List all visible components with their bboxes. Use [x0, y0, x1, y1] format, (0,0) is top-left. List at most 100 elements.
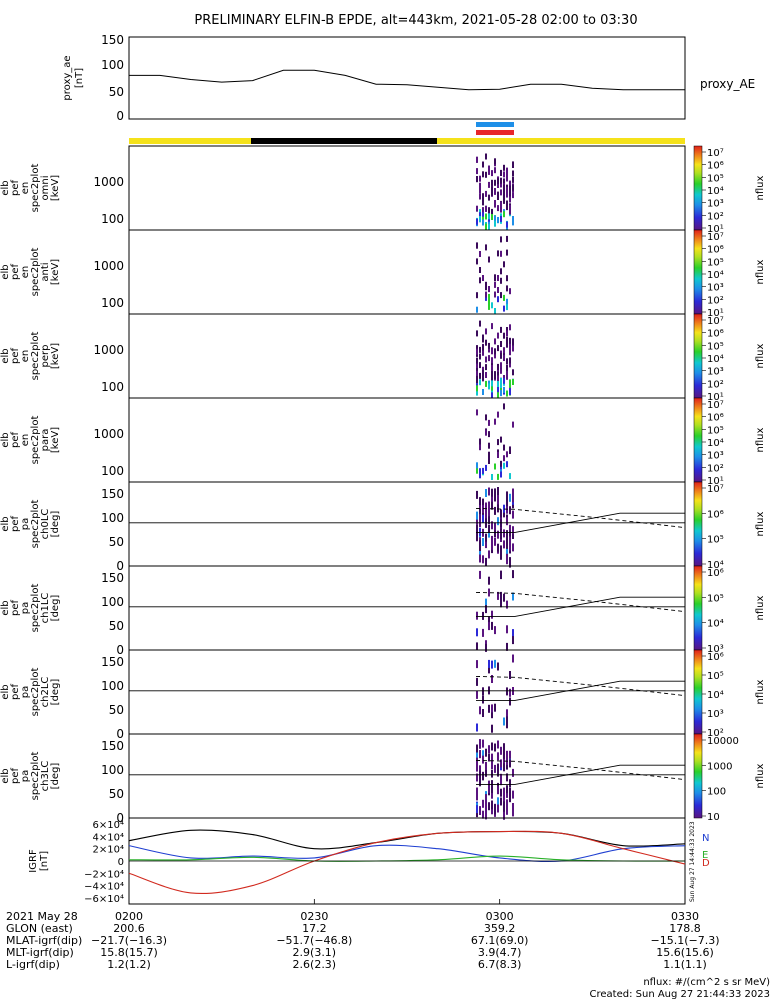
spectrogram-pixel [503, 717, 505, 726]
spectrogram-pixel [488, 704, 490, 713]
ae-ylabel-line2: [nT] [74, 68, 85, 88]
spectrogram-pixel [476, 345, 478, 352]
units-note: nflux: #/(cm^2 s sr MeV) [643, 977, 770, 988]
spectrogram-pixel [509, 208, 511, 215]
spectrogram-pixel [512, 510, 514, 519]
en_perp-ylabel-line6: [keV] [50, 343, 61, 369]
panel-en-anti: 1000 100 elb pef en spec2plot anti [keV] [0, 229, 686, 315]
ae-ytick-150: 150 [101, 33, 124, 47]
colorbar-para-tick-0: 10⁷ [707, 400, 724, 411]
en_anti-ylabel-line5: anti [40, 262, 51, 281]
spectrogram-pixel [476, 330, 478, 337]
spectrogram-pixel [488, 550, 490, 559]
spectrogram-pixel [482, 369, 484, 376]
proxy-ae-line [129, 69, 685, 91]
spectrogram-pixel [503, 171, 505, 178]
spectrogram-pixel [503, 444, 505, 451]
pa_ch3-ylabel-line1: elb [0, 768, 11, 783]
spectrogram-pixel [506, 451, 508, 458]
spectrogram-pixel [491, 384, 493, 391]
pa_ch1-ylabel-line1: elb [0, 600, 11, 615]
spectrogram-pixel [488, 383, 490, 390]
spectrogram-pixel [494, 806, 496, 815]
spectrogram-pixel [485, 328, 487, 335]
spectrogram-pixel [500, 341, 502, 347]
spectrogram-pixel [479, 527, 481, 536]
spectrogram-pixel [482, 611, 484, 620]
igrf-ytick-6: −6×10⁴ [84, 894, 124, 905]
spectrogram-pixel [494, 291, 496, 298]
colorbar-ch2-tick-2: 10⁴ [707, 690, 724, 701]
pa_ch0-ytick-100: 100 [101, 511, 124, 525]
panel-pa-ch1: elb pef pa spec2plot ch1LC [deg] 150 100 50 0 [0, 565, 686, 657]
spectrogram-pixel [503, 540, 505, 549]
spectrogram-pixel [500, 519, 502, 528]
spectrogram-pixel [506, 540, 508, 549]
spectrogram-pixel [494, 200, 496, 207]
ae-ytick-50: 50 [109, 85, 124, 99]
spectrogram-pixel [497, 543, 499, 552]
spectrogram-pixel [479, 438, 481, 445]
ch1-spectrogram-pixels [476, 570, 514, 652]
spectrogram-pixel [488, 223, 490, 230]
spectrogram-pixel [485, 380, 487, 387]
spectrogram-pixel [494, 275, 496, 282]
spectrogram-pixel [500, 292, 502, 299]
spectrogram-pixel [488, 342, 490, 349]
en_anti-ylabel-line3: en [20, 266, 31, 279]
spectrogram-pixel [491, 474, 493, 480]
igrf-ytick-1: 4×10⁴ [93, 832, 124, 843]
spectrogram-pixel [506, 785, 508, 794]
colorbar-ch0-tick-2: 10⁵ [707, 535, 724, 546]
spectrogram-pixel [500, 591, 502, 600]
spectrogram-pixel [479, 807, 481, 815]
spectrogram-pixel [503, 305, 505, 312]
spectrogram-pixel [497, 504, 499, 513]
spectrogram-pixel [500, 436, 502, 443]
spectrogram-pixel [476, 524, 478, 533]
spectrogram-pixel [479, 514, 481, 523]
spectrogram-pixel [512, 488, 514, 497]
orbit-status-bars [129, 122, 685, 144]
spectrogram-pixel [476, 306, 478, 313]
spectrogram-pixel [512, 570, 514, 579]
spectrogram-pixel [476, 176, 478, 182]
spectrogram-pixel [476, 370, 478, 377]
spectrogram-pixel [512, 176, 514, 183]
spectrogram-pixel [485, 429, 487, 436]
colorbar-para-tick-4: 10³ [707, 451, 724, 462]
en_anti-ylabel-line1: elb [0, 264, 11, 279]
spectrogram-pixel [476, 348, 478, 355]
spectrogram-pixel [494, 522, 496, 531]
spectrogram-pixel [482, 199, 484, 206]
ae-ylabel-line1: proxy_ae [62, 55, 73, 100]
spectrogram-pixel [482, 687, 484, 696]
pa_ch1-ylabel-line5: ch1LC [40, 593, 51, 624]
colorbar-para-tick-1: 10⁶ [707, 413, 724, 424]
spectrogram-pixel [488, 346, 490, 353]
igrf-ytick-2: 2×10⁴ [93, 845, 124, 856]
spectrogram-pixel [482, 628, 484, 637]
spectrogram-pixel [482, 739, 484, 748]
spectrogram-pixel [476, 389, 478, 396]
spectrogram-pixel [482, 334, 484, 341]
en_perp-ylabel-line5: perp [40, 345, 51, 368]
spectrogram-pixel [479, 212, 481, 219]
spectrogram-pixel [506, 304, 508, 311]
spectrogram-pixel [482, 171, 484, 178]
spectrogram-pixel [497, 786, 499, 795]
spectrogram-pixel [503, 294, 505, 301]
spectrogram-pixel [503, 190, 505, 197]
spectrogram-pixel [503, 787, 505, 796]
spectrogram-pixel [494, 529, 496, 538]
spectrogram-pixel [491, 801, 493, 810]
spectrogram-pixel [506, 491, 508, 500]
footer-value-2-3: −15.1(−7.3) [650, 934, 719, 947]
pa_ch1-ytick-100: 100 [101, 595, 124, 609]
spectrogram-pixel [500, 599, 502, 608]
spectrogram-pixel [500, 464, 502, 471]
spectrogram-pixel [497, 375, 499, 382]
science-zone-red-bar [476, 130, 514, 135]
spectrogram-pixel [482, 755, 484, 764]
